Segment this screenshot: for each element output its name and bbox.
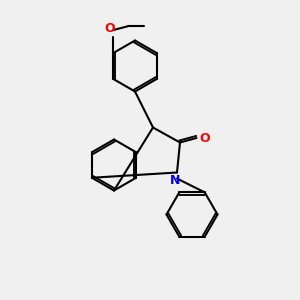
Text: O: O <box>104 22 115 35</box>
Text: N: N <box>170 174 181 187</box>
Text: O: O <box>200 131 210 145</box>
